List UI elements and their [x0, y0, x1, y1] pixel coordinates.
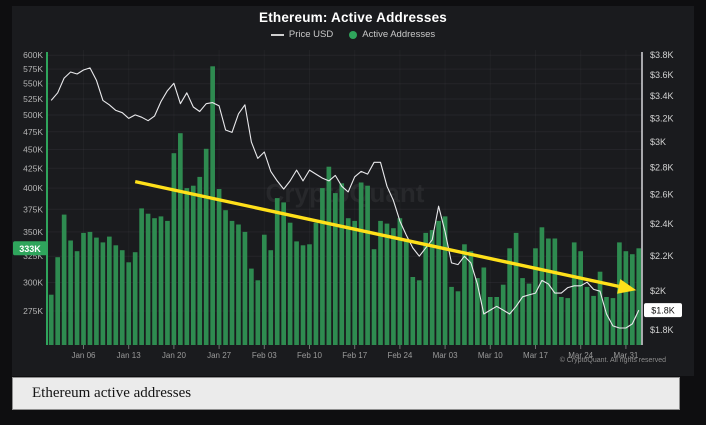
svg-text:325K: 325K: [23, 251, 43, 261]
svg-text:$2K: $2K: [650, 286, 666, 296]
svg-text:300K: 300K: [23, 278, 43, 288]
chart-title: Ethereum: Active Addresses: [258, 10, 448, 25]
svg-text:350K: 350K: [23, 227, 43, 237]
watermark: CryptoQuant: [266, 178, 425, 208]
svg-text:$1.8K: $1.8K: [651, 306, 675, 316]
active-addresses-dot-icon: [349, 30, 358, 39]
legend-price-label: Price USD: [288, 29, 334, 40]
svg-text:575K: 575K: [23, 64, 43, 74]
svg-text:$3.6K: $3.6K: [650, 70, 674, 80]
svg-text:Mar 17: Mar 17: [523, 351, 548, 360]
svg-text:$3.4K: $3.4K: [650, 91, 674, 101]
price-value-badge: $1.8K: [644, 303, 682, 318]
svg-text:425K: 425K: [23, 163, 43, 173]
svg-text:Mar 31: Mar 31: [613, 351, 638, 360]
chart-canvas[interactable]: CryptoQuant 600K 575K 550K 525K 500K 475K 450K 4…: [0, 0, 706, 376]
svg-text:550K: 550K: [23, 79, 43, 89]
svg-text:Jan 06: Jan 06: [71, 351, 96, 360]
svg-text:Feb 03: Feb 03: [252, 351, 277, 360]
svg-text:Jan 13: Jan 13: [117, 351, 142, 360]
svg-text:Mar 03: Mar 03: [433, 351, 458, 360]
svg-text:400K: 400K: [23, 183, 43, 193]
svg-text:375K: 375K: [23, 204, 43, 214]
svg-text:Mar 24: Mar 24: [568, 351, 593, 360]
svg-text:Feb 24: Feb 24: [387, 351, 412, 360]
active-addresses-bars: [48, 66, 642, 346]
svg-text:475K: 475K: [23, 127, 43, 137]
svg-text:$2.6K: $2.6K: [650, 190, 674, 200]
active-value-badge: 333K: [13, 241, 47, 256]
right-axis-labels: $3.8K $3.6K $3.4K $3.2K $3K $2.8K $2.6K $2.4K $2…: [650, 50, 674, 335]
svg-text:Jan 27: Jan 27: [207, 351, 232, 360]
caption-text: Ethereum active addresses: [32, 385, 192, 401]
svg-text:500K: 500K: [23, 110, 43, 120]
svg-text:$2.2K: $2.2K: [650, 251, 674, 261]
svg-text:$1.8K: $1.8K: [650, 325, 674, 335]
svg-text:Feb 10: Feb 10: [297, 351, 322, 360]
svg-text:525K: 525K: [23, 94, 43, 104]
svg-text:Feb 17: Feb 17: [342, 351, 367, 360]
trend-arrow: [134, 179, 637, 294]
svg-text:$3.8K: $3.8K: [650, 50, 674, 60]
price-line-icon: [270, 33, 284, 36]
svg-text:333K: 333K: [19, 244, 41, 254]
svg-text:$2.8K: $2.8K: [650, 163, 674, 173]
legend-active-label: Active Addresses: [362, 29, 436, 40]
svg-text:450K: 450K: [23, 145, 43, 155]
svg-text:Jan 20: Jan 20: [162, 351, 187, 360]
caption-bar: Ethereum active addresses: [12, 377, 680, 410]
chart-legend: Price USD Active Addresses: [12, 29, 694, 40]
left-axis-labels: 600K 575K 550K 525K 500K 475K 450K 425K 400K 375K…: [23, 50, 43, 316]
svg-text:$3.2K: $3.2K: [650, 113, 674, 123]
x-axis-labels: Jan 06 Jan 13 Jan 20 Jan 27 Feb 03 Feb 10 Feb …: [71, 345, 639, 360]
svg-text:600K: 600K: [23, 50, 43, 60]
legend-item-active: Active Addresses: [349, 29, 435, 40]
svg-text:$2.4K: $2.4K: [650, 219, 674, 229]
svg-text:275K: 275K: [23, 306, 43, 316]
price-line: [50, 67, 640, 329]
svg-text:$3K: $3K: [650, 137, 666, 147]
copyright-text: © CryptoQuant. All rights reserved: [559, 357, 666, 364]
svg-text:Mar 10: Mar 10: [478, 351, 503, 360]
legend-item-price: Price USD: [270, 29, 334, 40]
